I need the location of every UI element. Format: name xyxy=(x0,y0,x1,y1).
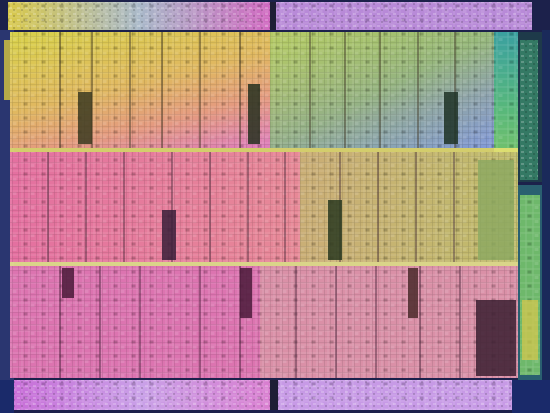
ring-bus-lower xyxy=(10,262,518,266)
top-io-strip xyxy=(8,2,532,30)
bottom-io-strip xyxy=(14,380,512,410)
upper-core-band xyxy=(10,32,494,148)
middle-core-band xyxy=(10,152,518,262)
lower-core-band xyxy=(10,266,518,378)
ring-bus-upper xyxy=(10,148,518,152)
